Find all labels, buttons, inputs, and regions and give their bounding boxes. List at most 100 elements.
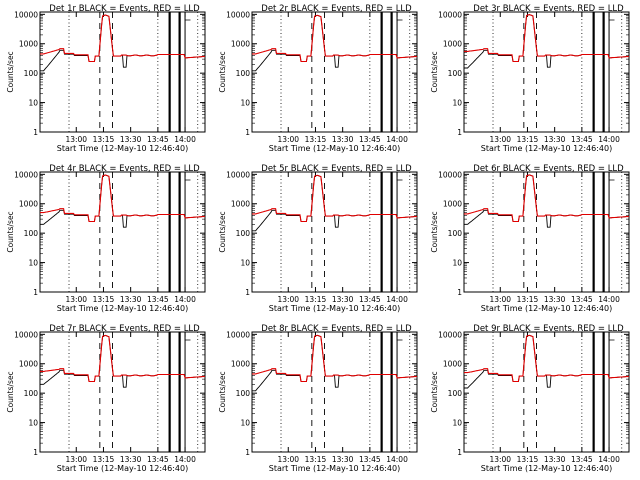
plot-frame	[39, 171, 206, 293]
panel-title: Det 7r BLACK = Events, RED = LLD	[49, 324, 200, 334]
x-tick-label: 13:15	[93, 455, 115, 464]
series-line-lld	[252, 334, 418, 383]
plot-frame	[251, 171, 418, 293]
x-tick-label: 13:00	[489, 295, 511, 304]
y-tick-label: 10000	[226, 330, 250, 339]
x-axis-label: Start Time (12-May-10 12:46:40)	[481, 304, 612, 313]
x-tick-label: 14:00	[386, 135, 408, 144]
y-tick-label: 1	[33, 288, 38, 297]
y-tick-label: 10	[452, 259, 462, 268]
y-axis-label: Counts/sec	[430, 51, 439, 92]
y-tick-label: 10	[28, 419, 38, 428]
y-tick-label: 10000	[14, 10, 38, 19]
panel-title: Det 3r BLACK = Events, RED = LLD	[473, 4, 624, 14]
y-tick-label: 10000	[438, 10, 462, 19]
x-tick-label: 13:30	[120, 295, 142, 304]
panel-det-6: Det 6r BLACK = Events, RED = LLD 1 10 100 10…	[430, 164, 630, 313]
y-tick-label: 1000	[443, 200, 462, 209]
x-axis-label: Start Time (12-May-10 12:46:40)	[57, 144, 188, 153]
y-tick-label: 10000	[226, 170, 250, 179]
x-tick-label: 13:00	[65, 135, 87, 144]
x-tick-label: 13:00	[277, 295, 299, 304]
plot-frame	[463, 171, 630, 293]
y-tick-label: 100	[448, 229, 463, 238]
y-tick-label: 1000	[19, 360, 38, 369]
top-bracket	[184, 334, 191, 341]
y-tick-label: 1	[33, 448, 38, 457]
y-tick-label: 10000	[438, 330, 462, 339]
top-bracket	[184, 14, 191, 21]
y-tick-label: 10	[452, 99, 462, 108]
y-tick-label: 100	[448, 389, 463, 398]
y-axis-label: Counts/sec	[430, 371, 439, 412]
x-tick-label: 14:00	[386, 455, 408, 464]
x-tick-label: 13:45	[147, 295, 169, 304]
y-tick-label: 10000	[226, 10, 250, 19]
series-line-lld	[252, 174, 418, 223]
x-tick-label: 13:15	[305, 455, 327, 464]
y-tick-label: 100	[236, 69, 251, 78]
x-tick-label: 13:15	[305, 295, 327, 304]
y-tick-label: 1000	[231, 360, 250, 369]
y-tick-label: 100	[24, 229, 39, 238]
x-tick-label: 13:00	[65, 295, 87, 304]
y-tick-label: 1000	[443, 40, 462, 49]
panel-title: Det 9r BLACK = Events, RED = LLD	[473, 324, 624, 334]
panel-det-3: Det 3r BLACK = Events, RED = LLD 1 10 100 10…	[430, 4, 630, 153]
y-tick-label: 100	[24, 389, 39, 398]
x-tick-label: 14:00	[598, 455, 620, 464]
y-tick-label: 1	[457, 128, 462, 137]
y-tick-label: 1000	[443, 360, 462, 369]
y-tick-label: 100	[236, 389, 251, 398]
panel-title: Det 4r BLACK = Events, RED = LLD	[49, 164, 200, 174]
x-axis-label: Start Time (12-May-10 12:46:40)	[57, 304, 188, 313]
panel-det-5: Det 5r BLACK = Events, RED = LLD 1 10 100 10…	[218, 164, 418, 313]
x-tick-label: 13:45	[359, 455, 381, 464]
y-axis-label: Counts/sec	[6, 211, 15, 252]
y-tick-label: 1	[457, 288, 462, 297]
y-tick-label: 1	[245, 288, 250, 297]
x-tick-label: 13:00	[277, 455, 299, 464]
x-tick-label: 13:30	[332, 455, 354, 464]
series-line-lld	[464, 334, 630, 383]
top-bracket	[608, 174, 615, 181]
y-axis-label: Counts/sec	[430, 211, 439, 252]
x-axis-label: Start Time (12-May-10 12:46:40)	[481, 464, 612, 473]
top-bracket	[608, 14, 615, 21]
y-tick-label: 10	[240, 259, 250, 268]
series-line-lld	[464, 174, 630, 223]
x-tick-label: 13:15	[517, 135, 539, 144]
x-tick-label: 13:30	[544, 135, 566, 144]
x-tick-label: 13:30	[332, 295, 354, 304]
panel-det-2: Det 2r BLACK = Events, RED = LLD 1 10 100 10…	[218, 4, 418, 153]
x-tick-label: 13:00	[489, 455, 511, 464]
y-tick-label: 100	[24, 69, 39, 78]
plot-frame	[463, 11, 630, 133]
plot-frame	[463, 331, 630, 453]
y-tick-label: 1	[33, 128, 38, 137]
y-tick-label: 1000	[19, 40, 38, 49]
y-tick-label: 100	[236, 229, 251, 238]
panel-det-8: Det 8r BLACK = Events, RED = LLD 1 10 100 10…	[218, 324, 418, 473]
x-axis-label: Start Time (12-May-10 12:46:40)	[57, 464, 188, 473]
x-axis-label: Start Time (12-May-10 12:46:40)	[481, 144, 612, 153]
plot-frame	[251, 331, 418, 453]
panel-det-1: Det 1r BLACK = Events, RED = LLD 1 10 100 10…	[6, 4, 206, 153]
x-tick-label: 13:15	[93, 135, 115, 144]
x-axis-label: Start Time (12-May-10 12:46:40)	[269, 464, 400, 473]
panel-det-7: Det 7r BLACK = Events, RED = LLD 1 10 100 10…	[6, 324, 206, 473]
y-tick-label: 10	[240, 99, 250, 108]
y-tick-label: 1	[457, 448, 462, 457]
x-tick-label: 13:30	[120, 135, 142, 144]
x-tick-label: 13:45	[359, 295, 381, 304]
series-line-lld	[464, 14, 630, 63]
x-tick-label: 14:00	[174, 135, 196, 144]
x-tick-label: 13:30	[544, 455, 566, 464]
y-axis-label: Counts/sec	[218, 211, 227, 252]
y-tick-label: 1000	[231, 200, 250, 209]
panel-det-9: Det 9r BLACK = Events, RED = LLD 1 10 100 10…	[430, 324, 630, 473]
top-bracket	[396, 334, 403, 341]
x-tick-label: 13:30	[544, 295, 566, 304]
x-tick-label: 14:00	[174, 455, 196, 464]
y-tick-label: 10	[28, 99, 38, 108]
